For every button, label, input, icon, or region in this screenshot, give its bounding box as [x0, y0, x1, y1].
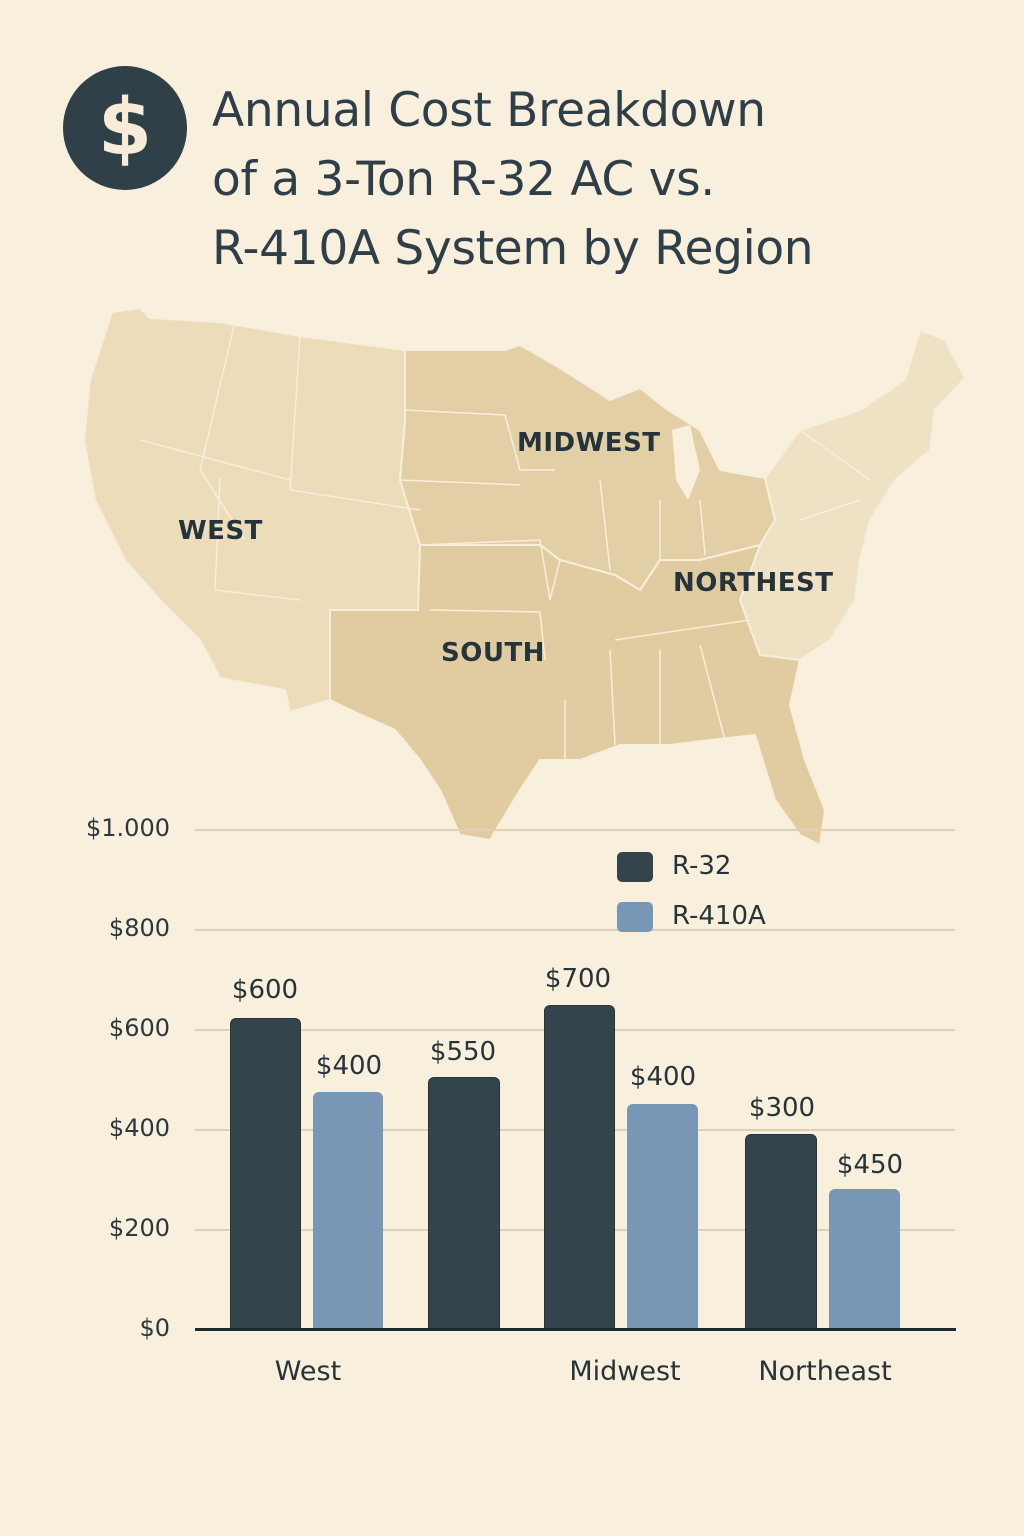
value-label-west-r32: $600	[231, 975, 299, 1005]
value-label-west-r410a: $400	[315, 1051, 383, 1081]
state-borders	[139, 321, 871, 760]
map-label-south: SOUTH	[441, 638, 545, 668]
legend-label-r410a: R-410A	[672, 901, 766, 931]
bar-midwest-r32	[544, 1005, 615, 1330]
y-tick-800: $800	[108, 914, 170, 942]
map-region-south	[329, 543, 827, 847]
value-label-northeast-r32: $300	[748, 1093, 816, 1123]
title-line-2: of a 3-Ton R-32 AC vs.	[212, 152, 715, 207]
value-label-south-r32: $550	[429, 1037, 497, 1067]
y-tick-600: $600	[108, 1014, 170, 1042]
us-region-map	[82, 306, 967, 847]
y-tick-1000: $1.000	[86, 814, 170, 842]
category-label-midwest: Midwest	[569, 1356, 681, 1387]
value-label-midwest-r32: $700	[544, 964, 612, 994]
dollar-sign-icon: $	[63, 66, 187, 190]
value-label-midwest-r410a: $400	[629, 1062, 697, 1092]
legend-label-r32: R-32	[672, 851, 732, 881]
gridline-800	[195, 929, 955, 931]
y-tick-400: $400	[108, 1114, 170, 1142]
y-tick-0: $0	[139, 1314, 170, 1342]
dollar-glyph: $	[97, 83, 153, 173]
legend-swatch-r410a	[617, 902, 653, 932]
bar-northeast-r32	[745, 1134, 817, 1330]
map-label-northeast: NORTHEST	[673, 568, 834, 598]
x-axis-baseline	[195, 1328, 956, 1331]
legend-swatch-r32	[617, 852, 653, 882]
page-title: Annual Cost Breakdown of a 3-Ton R-32 AC…	[212, 76, 1002, 283]
bar-west-r410a	[313, 1092, 383, 1330]
map-region-northeast	[738, 328, 967, 662]
map-label-west: WEST	[178, 516, 263, 546]
title-line-1: Annual Cost Breakdown	[212, 83, 766, 138]
map-label-midwest: MIDWEST	[517, 428, 661, 458]
gridline-1000	[195, 829, 955, 831]
category-label-northeast: Northeast	[758, 1356, 892, 1387]
bar-south-r32	[428, 1077, 500, 1330]
category-label-west: West	[274, 1356, 342, 1387]
y-tick-200: $200	[108, 1214, 170, 1242]
title-line-3: R-410A System by Region	[212, 221, 814, 276]
bar-west-r32	[230, 1018, 301, 1330]
value-label-northeast-r410a: $450	[836, 1150, 904, 1180]
bar-midwest-r410a	[627, 1104, 698, 1330]
bar-northeast-r410a	[829, 1189, 900, 1330]
lake-michigan	[672, 425, 700, 500]
